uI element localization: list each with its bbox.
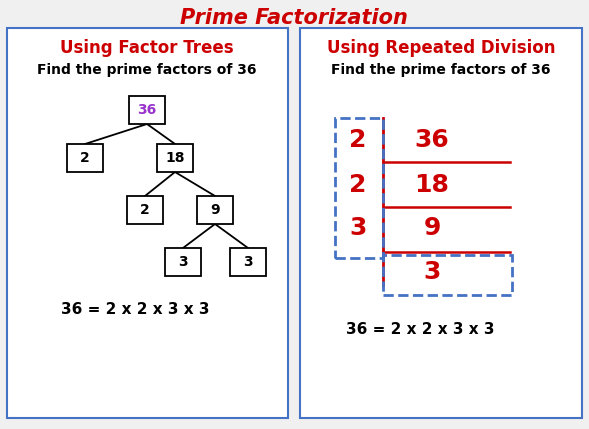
Text: 2: 2: [349, 128, 367, 152]
Text: 36: 36: [137, 103, 157, 117]
Bar: [7, 28, 288, 418]
Text: 2: 2: [349, 173, 367, 197]
Text: 18: 18: [415, 173, 449, 197]
Bar: [127, 196, 163, 224]
Bar: [157, 144, 193, 172]
Text: Using Repeated Division: Using Repeated Division: [327, 39, 555, 57]
Text: 36: 36: [415, 128, 449, 152]
Text: Find the prime factors of 36: Find the prime factors of 36: [37, 63, 257, 77]
Text: 36 = 2 x 2 x 3 x 3: 36 = 2 x 2 x 3 x 3: [346, 323, 494, 338]
Text: 2: 2: [80, 151, 90, 165]
Text: 36 = 2 x 2 x 3 x 3: 36 = 2 x 2 x 3 x 3: [61, 302, 209, 317]
Text: 3: 3: [178, 255, 188, 269]
Bar: [335, 118, 383, 258]
Bar: [230, 248, 266, 276]
Text: 18: 18: [166, 151, 185, 165]
Text: Find the prime factors of 36: Find the prime factors of 36: [331, 63, 551, 77]
Text: 3: 3: [423, 260, 441, 284]
Bar: [197, 196, 233, 224]
Bar: [67, 144, 103, 172]
Text: 2: 2: [140, 203, 150, 217]
Text: 3: 3: [243, 255, 253, 269]
Bar: [383, 255, 512, 295]
Text: 3: 3: [349, 216, 367, 240]
Bar: [165, 248, 201, 276]
Bar: [129, 96, 165, 124]
Text: 9: 9: [210, 203, 220, 217]
Text: Using Factor Trees: Using Factor Trees: [60, 39, 234, 57]
Text: Prime Factorization: Prime Factorization: [180, 8, 408, 28]
Bar: [300, 28, 582, 418]
Text: 9: 9: [423, 216, 441, 240]
